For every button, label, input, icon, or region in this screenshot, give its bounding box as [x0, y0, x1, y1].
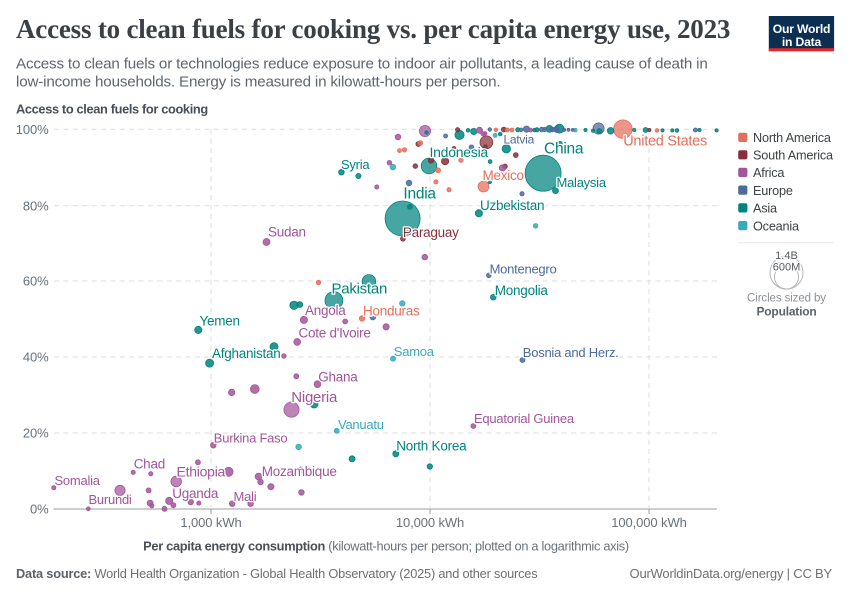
svg-text:in Data: in Data	[782, 35, 822, 49]
svg-text:Honduras: Honduras	[363, 304, 420, 319]
svg-text:China: China	[544, 141, 584, 158]
svg-text:Samoa: Samoa	[394, 344, 435, 359]
svg-text:Mexico: Mexico	[483, 168, 524, 183]
svg-text:Uzbekistan: Uzbekistan	[480, 198, 544, 213]
svg-text:United States: United States	[623, 134, 707, 150]
svg-text:Access to clean fuels or techn: Access to clean fuels or technologies re…	[16, 55, 708, 72]
svg-text:Our World: Our World	[773, 22, 831, 36]
svg-text:Montenegro: Montenegro	[490, 261, 557, 276]
svg-text:Ethiopia: Ethiopia	[177, 463, 226, 479]
svg-text:Somalia: Somalia	[55, 473, 101, 488]
svg-text:Mali: Mali	[234, 489, 257, 504]
svg-text:Pakistan: Pakistan	[332, 280, 388, 297]
svg-text:Europe: Europe	[753, 184, 793, 198]
svg-text:Data source: World Health Orga: Data source: World Health Organization -…	[16, 566, 537, 581]
svg-text:North America: North America	[753, 131, 832, 145]
svg-text:Sudan: Sudan	[268, 225, 306, 240]
svg-text:80%: 80%	[23, 198, 49, 213]
svg-text:Afghanistan: Afghanistan	[212, 346, 281, 361]
svg-text:Paraguay: Paraguay	[403, 225, 459, 240]
svg-text:Burkina Faso: Burkina Faso	[214, 431, 288, 446]
svg-text:Oceania: Oceania	[753, 219, 800, 233]
svg-text:Mozambique: Mozambique	[262, 464, 337, 479]
svg-text:Ghana: Ghana	[318, 369, 358, 384]
svg-text:100,000 kWh: 100,000 kWh	[611, 515, 687, 530]
svg-text:10,000 kWh: 10,000 kWh	[396, 515, 464, 530]
svg-text:1.4B: 1.4B	[775, 250, 798, 262]
svg-text:Asia: Asia	[753, 202, 778, 216]
svg-text:0%: 0%	[30, 502, 49, 517]
svg-text:20%: 20%	[23, 426, 49, 441]
svg-text:Burundi: Burundi	[89, 492, 132, 507]
svg-text:Chad: Chad	[134, 457, 165, 472]
svg-text:Per capita energy consumption: Per capita energy consumption (kilowatt-…	[143, 539, 629, 554]
svg-text:Access to clean fuels for cook: Access to clean fuels for cooking vs. pe…	[16, 14, 730, 44]
svg-text:low-income households. Energy: low-income households. Energy is measure…	[16, 73, 500, 90]
svg-text:Bosnia and Herz.: Bosnia and Herz.	[523, 345, 619, 360]
svg-text:Mongolia: Mongolia	[495, 283, 549, 298]
svg-text:60%: 60%	[23, 274, 49, 289]
svg-text:Latvia: Latvia	[504, 133, 535, 147]
svg-text:40%: 40%	[23, 350, 49, 365]
svg-text:Malaysia: Malaysia	[557, 175, 607, 190]
svg-text:Population: Population	[757, 305, 817, 319]
svg-text:Nigeria: Nigeria	[291, 389, 338, 406]
svg-text:Equatorial Guinea: Equatorial Guinea	[474, 411, 575, 426]
svg-text:Circles sized by: Circles sized by	[747, 293, 826, 305]
svg-text:OurWorldinData.org/energy | CC: OurWorldinData.org/energy | CC BY	[630, 566, 833, 581]
svg-text:Access to clean fuels for cook: Access to clean fuels for cooking	[16, 102, 208, 117]
svg-text:600M: 600M	[773, 262, 801, 274]
svg-text:Cote d'Ivoire: Cote d'Ivoire	[299, 326, 371, 341]
svg-text:Africa: Africa	[753, 166, 785, 180]
svg-text:Indonesia: Indonesia	[430, 144, 489, 160]
svg-text:South America: South America	[753, 149, 834, 163]
svg-text:Angola: Angola	[305, 303, 346, 318]
svg-text:Uganda: Uganda	[172, 486, 219, 501]
svg-text:Yemen: Yemen	[200, 313, 240, 328]
svg-text:100%: 100%	[16, 122, 49, 137]
svg-text:India: India	[403, 185, 436, 202]
svg-text:Vanuatu: Vanuatu	[338, 417, 384, 432]
svg-text:Syria: Syria	[341, 157, 370, 172]
svg-text:1,000 kWh: 1,000 kWh	[180, 515, 241, 530]
svg-text:North Korea: North Korea	[396, 438, 467, 453]
